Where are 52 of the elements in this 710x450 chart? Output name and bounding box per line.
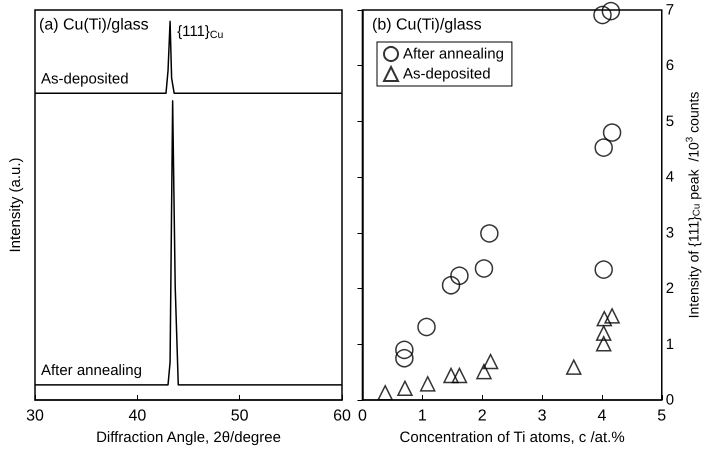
x-tick-label: 40 [128, 408, 146, 424]
y2-tick-label: 5 [666, 112, 674, 130]
series-label: As-deposited [41, 70, 129, 88]
point [604, 308, 620, 324]
x-tick-label: 30 [26, 408, 44, 424]
x-tick-label: 2 [478, 408, 487, 424]
point [417, 318, 436, 336]
x-tick-label: 0 [358, 408, 367, 424]
y2-tick-label: 3 [666, 224, 674, 242]
point [420, 376, 436, 392]
point [397, 380, 413, 396]
point [450, 266, 469, 285]
point [594, 138, 613, 157]
chart-title: (a) Cu(Ti)/glass [39, 16, 149, 34]
x-tick-label: 60 [333, 408, 351, 424]
point [594, 260, 613, 279]
point [476, 364, 492, 380]
point [596, 325, 612, 341]
point [480, 224, 499, 243]
y2-tick-label: 2 [666, 280, 674, 298]
x-tick-label: 5 [657, 408, 666, 424]
x-tick-label: 1 [418, 408, 427, 424]
point [593, 6, 612, 24]
point [602, 123, 622, 142]
point [395, 348, 414, 368]
point [452, 368, 468, 384]
x-tick-label: 3 [538, 408, 547, 424]
point [442, 276, 460, 294]
point [474, 259, 494, 278]
point [596, 310, 612, 326]
chart-title: (b) Cu(Ti)/glass [372, 16, 482, 34]
y2-tick-label: 0 [666, 392, 674, 408]
point [602, 2, 620, 20]
point [596, 336, 612, 352]
legend-label: After annealing [403, 46, 504, 62]
point [482, 354, 498, 370]
y-axis-title: Intensity (a.u.) [7, 157, 24, 253]
y2-tick-label: 6 [666, 57, 674, 74]
point [377, 385, 393, 401]
x-tick-label: 4 [597, 408, 606, 424]
y2-axis-title: Intensity of {111}Cu peak /103 counts [684, 92, 702, 318]
y2-tick-label: 4 [666, 168, 674, 186]
y2-tick-label: 7 [666, 2, 674, 18]
x-axis-title: Concentration of Ti atoms, c /at.% [400, 429, 625, 446]
y2-tick-label: 1 [666, 336, 674, 353]
point [443, 368, 459, 384]
point [395, 340, 414, 360]
x-tick-label: 50 [230, 408, 249, 424]
x-axis-title: Diffraction Angle, 2θ/degree [96, 429, 281, 446]
point [566, 359, 582, 375]
legend-label: As-deposited [403, 66, 491, 82]
series-label: After annealing [41, 362, 142, 379]
